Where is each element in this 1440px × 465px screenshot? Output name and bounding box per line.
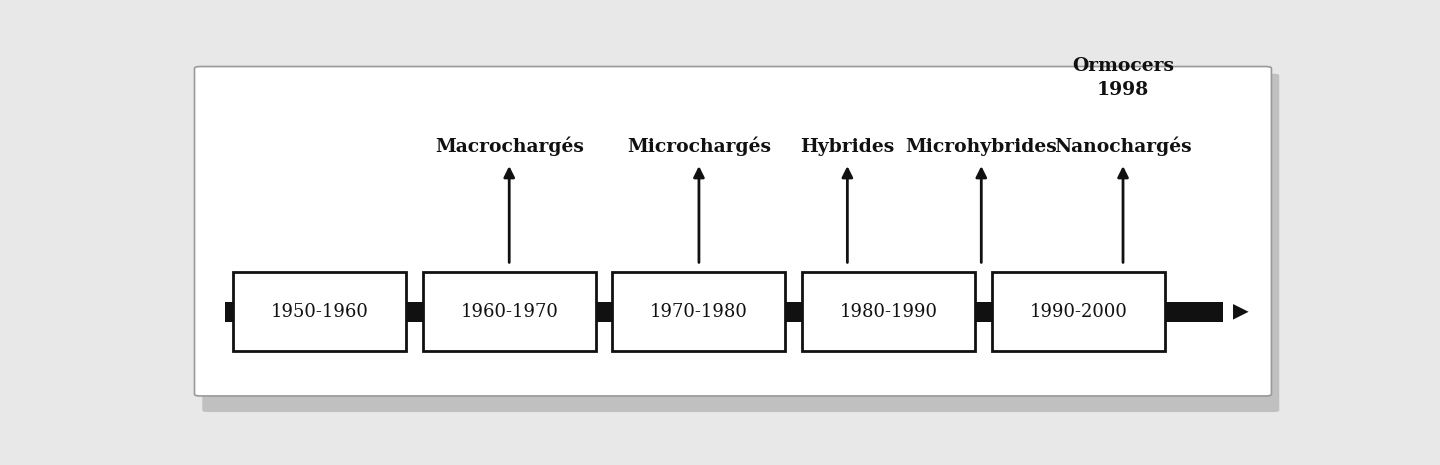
Bar: [225, 302, 1224, 322]
Text: 1970-1980: 1970-1980: [649, 303, 747, 321]
Bar: [802, 272, 975, 351]
Text: 1950-1960: 1950-1960: [271, 303, 369, 321]
Bar: [423, 272, 596, 351]
Text: Hybrides: Hybrides: [801, 138, 894, 156]
FancyBboxPatch shape: [194, 66, 1272, 396]
Text: Nanochargés: Nanochargés: [1054, 137, 1192, 156]
Text: Microchargés: Microchargés: [626, 137, 770, 156]
Text: Ormocers
1998: Ormocers 1998: [1071, 57, 1174, 99]
Text: 1990-2000: 1990-2000: [1030, 303, 1128, 321]
Bar: [233, 272, 406, 351]
Text: 1960-1970: 1960-1970: [461, 303, 559, 321]
Text: Macrochargés: Macrochargés: [435, 137, 583, 156]
Bar: [612, 272, 785, 351]
Text: 1980-1990: 1980-1990: [840, 303, 937, 321]
FancyBboxPatch shape: [202, 73, 1279, 412]
Text: Microhybrides: Microhybrides: [906, 138, 1057, 156]
Bar: [992, 272, 1165, 351]
